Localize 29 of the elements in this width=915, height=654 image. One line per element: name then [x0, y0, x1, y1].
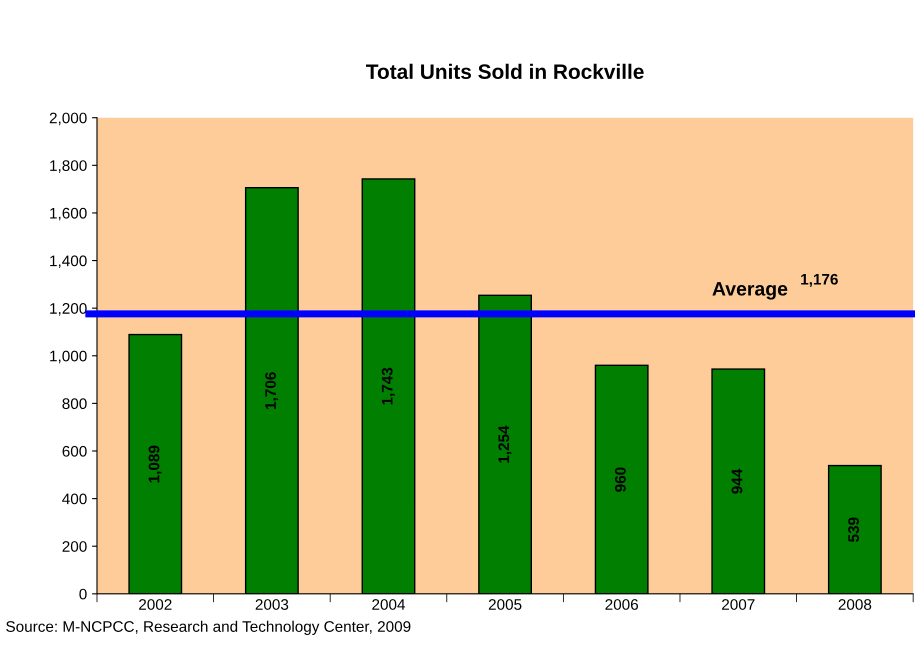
data-label: 1,254: [498, 426, 512, 463]
annotation: 1,176: [801, 274, 838, 287]
data-label: 1,089: [148, 446, 162, 482]
chart-title: Total Units Sold in Rockville: [366, 64, 644, 80]
x-tick-label: 2002: [139, 599, 172, 610]
x-tick-label: 2004: [372, 599, 406, 610]
data-label: 944: [732, 468, 742, 494]
y-tick-label: 0: [79, 588, 87, 600]
y-tick-label: 1,600: [50, 208, 87, 220]
y-tick-label: 1,000: [50, 350, 87, 364]
y-tick-label: 1,800: [50, 160, 87, 173]
y-tick-label: 400: [62, 493, 87, 504]
y-tick-label: 200: [62, 541, 87, 552]
data-label: 1,706: [265, 372, 278, 409]
y-tick-label: 1,200: [50, 303, 87, 316]
y-tick-label: 600: [62, 446, 87, 457]
x-tick-label: 2006: [605, 599, 638, 610]
x-tick-label: 2003: [256, 599, 288, 610]
data-label: 960: [614, 467, 626, 492]
x-tick-label: 2005: [488, 599, 522, 610]
x-tick-label: 2007: [722, 599, 754, 610]
y-tick-label: 800: [62, 398, 87, 410]
source-note: Source: M-NCPCC, Research and Technology Center, 2009: [6, 620, 410, 635]
ref-line-label: Average: [712, 282, 788, 300]
x-tick-label: 2008: [838, 599, 872, 610]
y-tick-label: 1,400: [50, 255, 87, 268]
data-label: 1,743: [382, 368, 395, 405]
data-label: 539: [848, 517, 859, 542]
y-tick-label: 2,000: [50, 112, 87, 126]
